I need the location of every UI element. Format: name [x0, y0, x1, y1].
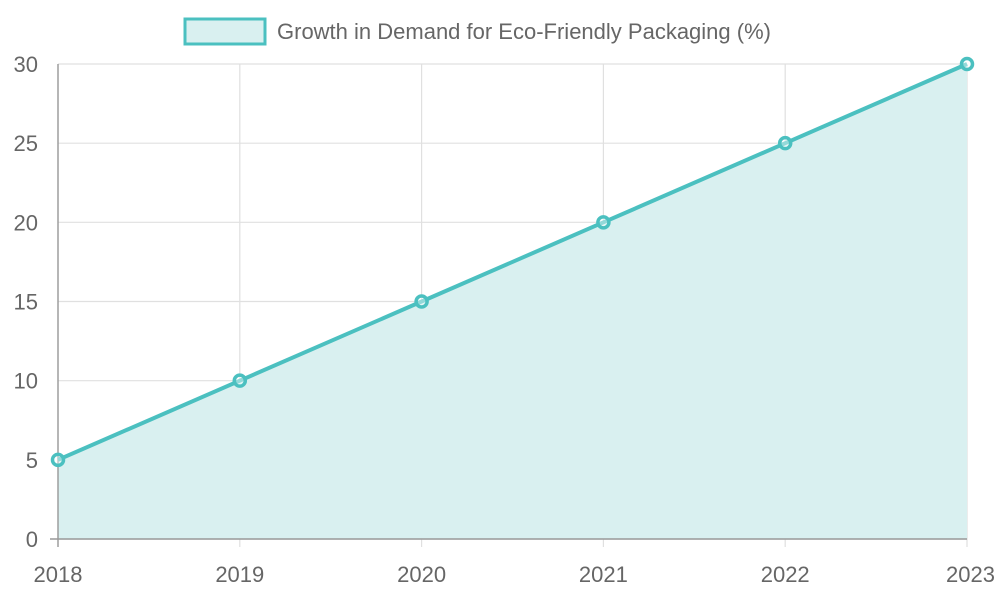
data-points: [50, 56, 975, 468]
data-point[interactable]: [777, 135, 793, 151]
data-point[interactable]: [596, 215, 611, 230]
series-area-fill: [58, 64, 967, 539]
x-tick-label: 2022: [761, 562, 810, 587]
legend-swatch: [183, 17, 267, 46]
x-tick-label: 2021: [579, 562, 628, 587]
data-point[interactable]: [959, 56, 975, 72]
legend[interactable]: Growth in Demand for Eco-Friendly Packag…: [183, 17, 771, 46]
series-line: [57, 62, 968, 462]
y-tick-label: 30: [14, 52, 38, 77]
y-tick-label: 0: [26, 527, 38, 552]
x-tick-label: 2019: [215, 562, 264, 587]
x-tick-label: 2018: [34, 562, 83, 587]
data-point[interactable]: [232, 373, 248, 388]
y-tick-label: 25: [14, 131, 38, 156]
y-tick-label: 20: [14, 210, 38, 235]
y-tick-label: 5: [26, 448, 38, 473]
y-tick-label: 10: [14, 369, 38, 394]
data-point[interactable]: [50, 452, 66, 468]
x-tick-label: 2020: [397, 562, 446, 587]
x-axis-ticks: 2018 2019 2020 2021 2022 2023: [34, 562, 995, 587]
data-point[interactable]: [414, 294, 429, 309]
y-axis-ticks: 0 5 10 15 20 25 30: [14, 52, 38, 552]
y-tick-label: 15: [14, 290, 38, 315]
x-tick-label: 2023: [946, 562, 995, 587]
legend-label: Growth in Demand for Eco-Friendly Packag…: [277, 19, 771, 44]
